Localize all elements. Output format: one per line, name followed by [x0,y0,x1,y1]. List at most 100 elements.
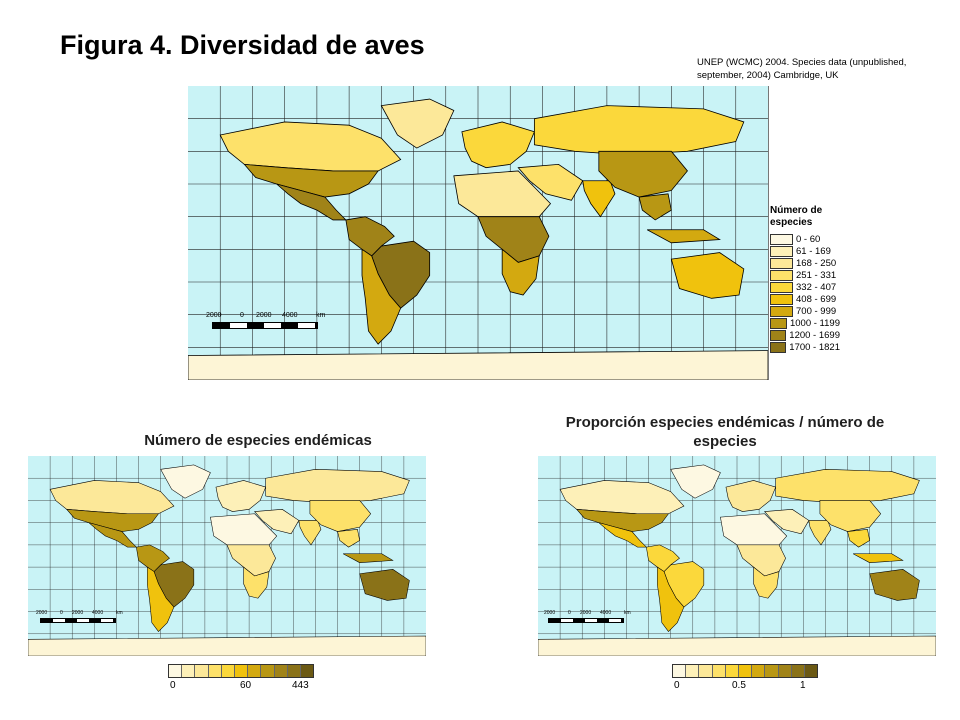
region-nsa [646,544,680,572]
region-sea [638,193,672,221]
legend-label: 1700 - 1821 [789,341,840,353]
region-nsa [136,544,170,572]
scale-bar-graphic [212,322,318,329]
region-europe [725,480,777,512]
ramp-swatch [765,665,779,677]
scale-label: 4000 [92,610,104,616]
legend-swatch [770,281,793,293]
region-usa [66,509,160,532]
ramp-bar [672,664,818,678]
ramp-swatch [791,665,805,677]
scale-label: 2000 [544,610,556,616]
endemic-map-subtitle: Número de especies endémicas [144,432,372,449]
ramp-swatch [234,665,249,677]
species-count-legend: Número de especies 0 - 60 61 - 169 168 - 2… [770,205,840,353]
region-indonesia [342,553,394,563]
region-greenland [380,98,455,149]
region-greenland [670,464,721,499]
region-africaS [753,566,780,599]
legend-swatch [770,317,787,329]
region-china [598,150,688,198]
ramp-swatch [287,665,301,677]
ramp-swatch [195,665,209,677]
legend-title: Número de especies [770,205,823,228]
ramp-label-mid: 0.5 [732,680,746,691]
legend-item: 168 - 250 [770,257,840,269]
world-map-graphic [28,456,426,656]
legend-label: 408 - 699 [796,293,837,305]
legend-item: 332 - 407 [770,281,840,293]
region-antarctica [28,635,426,656]
region-ssa [361,248,402,345]
region-africaC [477,216,550,263]
region-india [298,520,322,546]
data-source-note: UNEP (WCMC) 2004. Species data (unpublis… [697,57,907,81]
endemic-ratio-world-map: 2000 0 2000 4000 km [538,456,936,656]
region-middleeast [517,163,584,201]
ramp-label-max: 1 [800,680,806,691]
ramp-swatch [738,665,753,677]
scale-label: 2000 [580,610,592,616]
ramp-swatch [274,665,288,677]
ramp-swatch [300,665,314,677]
scale-label: km [116,610,123,616]
legend-swatch [770,245,793,257]
ramp-swatch [712,665,726,677]
world-map-graphic [538,456,936,656]
region-usa [243,163,379,198]
region-australia [869,569,920,601]
scale-label: 4000 [600,610,612,616]
region-africaS [501,248,540,296]
region-nsa [345,216,395,257]
ratio-map-subtitle: Proporción especies endémicas / número d… [565,414,885,450]
region-middleeast [254,509,300,535]
region-russia [775,469,920,503]
region-middleeast [764,509,810,535]
region-australia [670,252,745,299]
scale-label: 2000 [36,610,48,616]
region-china [819,500,882,532]
ramp-bar [168,664,314,678]
region-australia [359,569,410,601]
scale-label: 2000 [206,312,222,319]
region-canada [219,121,402,172]
scale-label: 2000 [72,610,84,616]
scale-label: km [316,312,326,319]
ramp-swatch [699,665,713,677]
region-sea [337,529,360,548]
figure-title: Figura 4. Diversidad de aves [60,30,425,60]
region-mexico [598,522,648,548]
legend-swatch [770,341,787,353]
legend-item: 61 - 169 [770,245,840,257]
legend-swatch [770,233,793,245]
world-map-graphic [188,86,768,380]
scale-label: 0 [568,610,571,616]
ramp-label-min: 0 [674,680,680,691]
region-antarctica [538,635,936,656]
scale-label: 0 [60,610,63,616]
scale-bar-graphic [40,618,116,623]
region-europe [215,480,267,512]
ramp-swatch [182,665,196,677]
region-sea [847,529,870,548]
region-china [309,500,372,532]
ramp-label-max: 443 [292,680,309,691]
legend-item: 251 - 331 [770,269,840,281]
legend-label: 332 - 407 [796,281,837,293]
region-greenland [160,464,211,499]
region-indonesia [852,553,904,563]
ramp-swatch [248,665,262,677]
scale-label: 2000 [256,312,272,319]
ramp-swatch [686,665,700,677]
region-antarctica [188,350,768,380]
region-russia [533,105,745,156]
legend-label: 1200 - 1699 [789,329,840,341]
region-africaC [736,544,786,577]
region-canada [559,480,685,515]
scale-label: 0 [240,312,244,319]
legend-swatch [770,269,793,281]
ramp-swatch [261,665,275,677]
region-ssa [657,566,685,632]
ramp-swatch [673,665,687,677]
ramp-label-min: 0 [170,680,176,691]
